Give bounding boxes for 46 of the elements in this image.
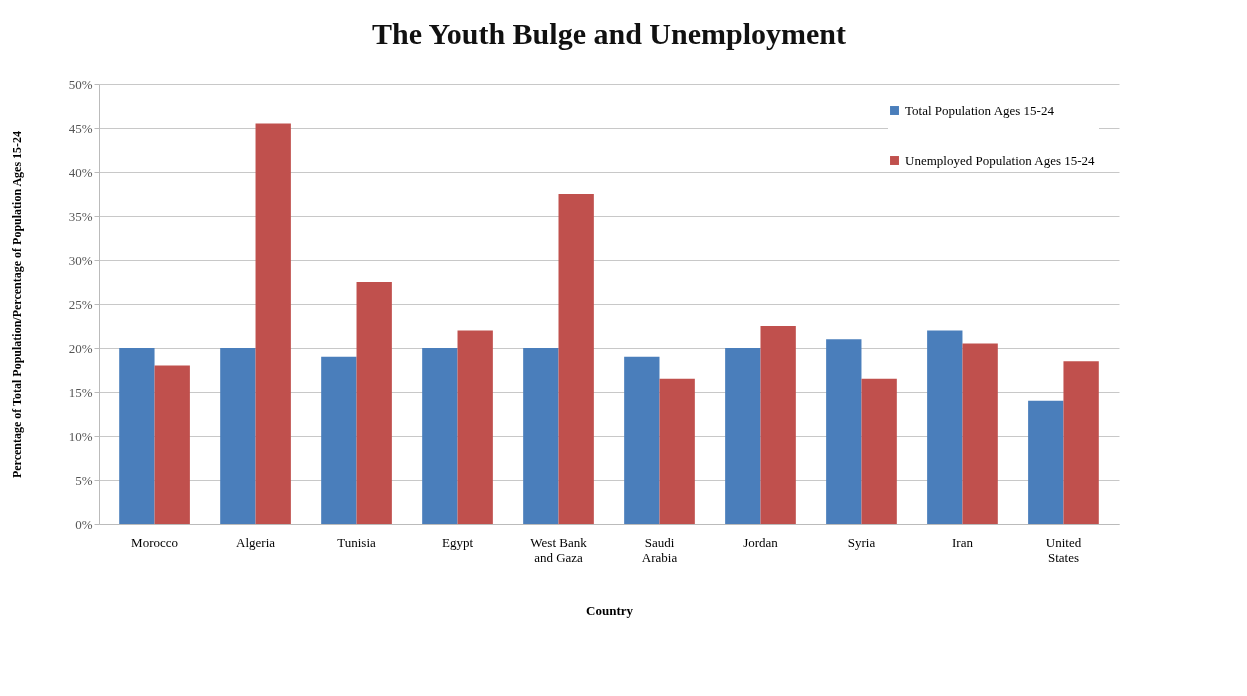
bar bbox=[1028, 400, 1064, 524]
y-tick-label: 45% bbox=[68, 120, 93, 136]
x-axis-title: Country bbox=[586, 602, 634, 618]
x-tick-label: Syria bbox=[847, 534, 876, 550]
bar bbox=[220, 348, 256, 524]
y-tick-label: 35% bbox=[68, 208, 93, 224]
y-tick-label: 50% bbox=[68, 76, 93, 92]
x-tick-label: Egypt bbox=[441, 534, 474, 550]
bar bbox=[659, 378, 695, 524]
legend-label: Unemployed Population Ages 15-24 bbox=[905, 152, 1096, 168]
y-tick-label: 30% bbox=[68, 252, 93, 268]
bar bbox=[321, 356, 357, 524]
x-tick-label: Algeria bbox=[236, 534, 276, 550]
bar bbox=[457, 330, 493, 524]
y-axis-title: Percentage of Total Population/Percentage of Population Ages 15-24 bbox=[9, 130, 24, 479]
chart-title: The Youth Bulge and Unemployment bbox=[372, 17, 846, 50]
x-tick-label: Saudi Arabia bbox=[641, 534, 678, 565]
x-tick-label: Tunisia bbox=[337, 534, 377, 550]
x-tick-label: Jordan bbox=[743, 534, 779, 550]
bar bbox=[356, 282, 392, 524]
y-tick-label: 20% bbox=[68, 340, 93, 356]
x-tick-label: Iran bbox=[952, 534, 974, 550]
x-tick-label: United States bbox=[1045, 534, 1082, 565]
y-tick-label: 5% bbox=[75, 472, 93, 488]
y-tick-label: 10% bbox=[68, 428, 93, 444]
bar bbox=[826, 339, 862, 524]
bar bbox=[861, 378, 897, 524]
x-tick-label: Morocco bbox=[131, 534, 179, 550]
bar bbox=[154, 365, 190, 524]
bar bbox=[119, 348, 155, 524]
bar bbox=[725, 348, 761, 524]
y-tick-label: 0% bbox=[75, 516, 93, 532]
y-tick-label: 40% bbox=[68, 164, 93, 180]
bar bbox=[624, 356, 660, 524]
bar bbox=[760, 326, 796, 524]
legend-label: Total Population Ages 15-24 bbox=[905, 102, 1055, 118]
y-tick-label: 25% bbox=[68, 296, 93, 312]
bar bbox=[962, 343, 998, 524]
y-tick-label: 15% bbox=[68, 384, 93, 400]
bar bbox=[255, 123, 291, 524]
bar bbox=[558, 194, 594, 524]
bar bbox=[1063, 361, 1099, 524]
bar bbox=[523, 348, 559, 524]
x-tick-label: West Bank and Gaza bbox=[530, 534, 588, 565]
bar bbox=[927, 330, 963, 524]
bar bbox=[422, 348, 458, 524]
